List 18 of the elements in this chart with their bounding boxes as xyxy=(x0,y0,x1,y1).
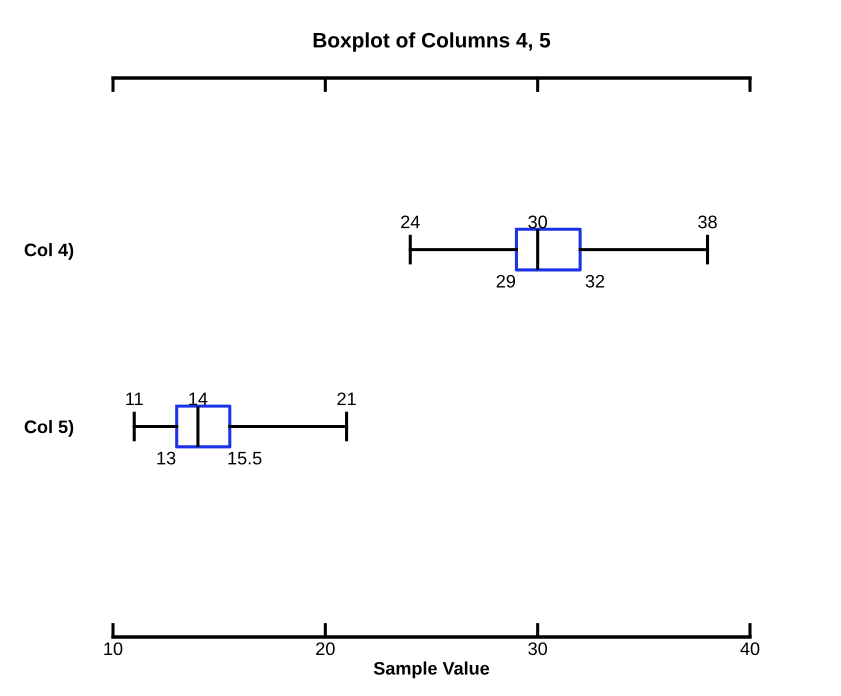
annotation: 21 xyxy=(337,392,356,406)
x-tick-label: 20 xyxy=(316,642,335,656)
annotation: 11 xyxy=(126,392,143,406)
x-tick-label: 30 xyxy=(528,642,548,656)
annotation: 13 xyxy=(157,452,176,465)
annotation: 30 xyxy=(528,216,548,228)
annotation: 29 xyxy=(496,274,516,288)
y-tick-label: Col 5) xyxy=(24,420,74,437)
annotation: 32 xyxy=(586,274,604,288)
x-axis-title: Sample Value xyxy=(374,661,490,678)
x-tick-label: 10 xyxy=(104,642,122,656)
annotation: 15.5 xyxy=(228,452,262,465)
chart-title: Boxplot of Columns 4, 5 xyxy=(314,32,550,52)
annotation: 24 xyxy=(401,216,420,228)
y-tick-label: Col 4) xyxy=(24,243,74,260)
annotation: 38 xyxy=(698,216,717,228)
annotation: 14 xyxy=(189,392,208,406)
x-tick-label: 40 xyxy=(740,642,760,656)
